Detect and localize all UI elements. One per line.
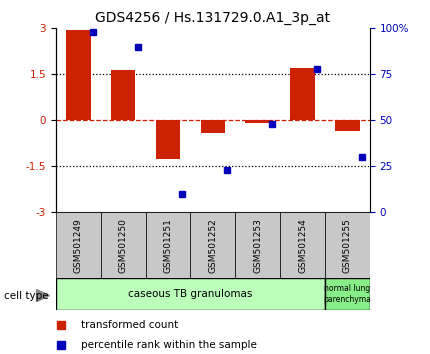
Bar — [335, 120, 360, 131]
Text: caseous TB granulomas: caseous TB granulomas — [128, 289, 252, 299]
Bar — [200, 120, 225, 133]
Bar — [156, 120, 180, 159]
Text: GSM501251: GSM501251 — [163, 218, 172, 273]
Bar — [235, 212, 280, 278]
Bar — [56, 278, 325, 310]
Bar — [290, 68, 315, 120]
Bar — [101, 212, 146, 278]
Bar — [56, 212, 101, 278]
Bar — [111, 70, 135, 120]
Bar — [246, 120, 270, 124]
Text: GSM501249: GSM501249 — [74, 218, 83, 273]
Text: normal lung
parenchyma: normal lung parenchyma — [323, 284, 372, 303]
Text: cell type: cell type — [4, 291, 49, 301]
Bar — [280, 212, 325, 278]
Bar — [146, 212, 190, 278]
Text: transformed count: transformed count — [81, 320, 178, 330]
Bar — [66, 30, 91, 120]
Polygon shape — [37, 290, 49, 302]
Text: percentile rank within the sample: percentile rank within the sample — [81, 340, 257, 350]
Bar — [325, 278, 370, 310]
Text: GSM501250: GSM501250 — [119, 218, 128, 273]
Text: GSM501253: GSM501253 — [253, 218, 262, 273]
Text: GSM501255: GSM501255 — [343, 218, 352, 273]
Text: GSM501254: GSM501254 — [298, 218, 307, 273]
Bar — [325, 212, 370, 278]
Title: GDS4256 / Hs.131729.0.A1_3p_at: GDS4256 / Hs.131729.0.A1_3p_at — [95, 11, 330, 24]
Text: GSM501252: GSM501252 — [209, 218, 217, 273]
Bar — [190, 212, 235, 278]
